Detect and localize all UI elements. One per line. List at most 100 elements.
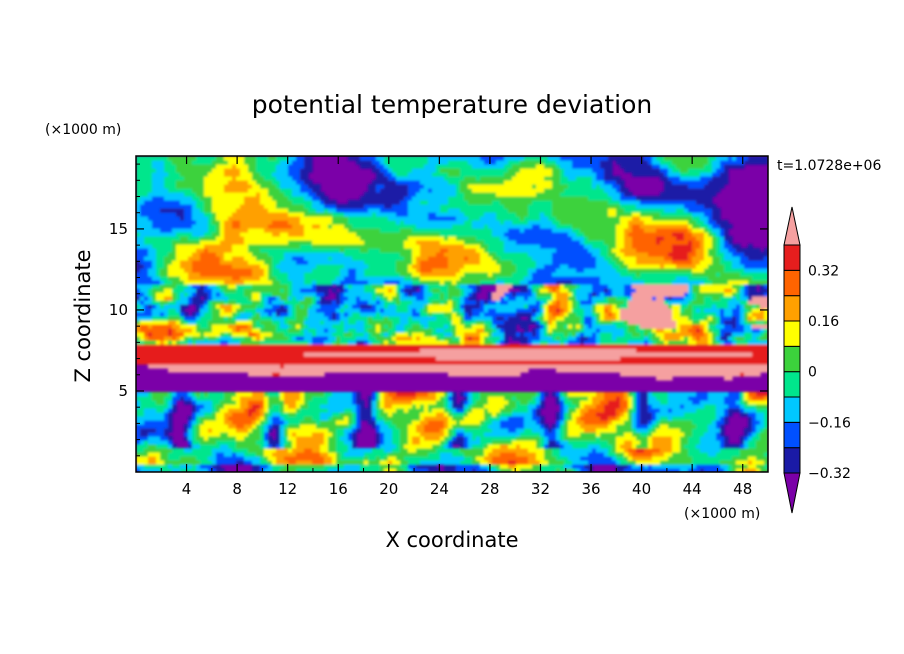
contour-cell — [140, 304, 145, 309]
contour-cell — [600, 416, 609, 421]
contour-cell — [688, 240, 693, 245]
contour-cell — [384, 468, 397, 472]
contour-cell — [732, 468, 737, 472]
contour-cell — [556, 324, 565, 329]
contour-cell — [328, 256, 333, 261]
contour-cell — [264, 440, 269, 445]
contour-cell — [368, 248, 381, 253]
contour-cell — [136, 440, 141, 445]
contour-cell — [444, 324, 449, 329]
contour-cell — [704, 252, 709, 257]
contour-cell — [608, 252, 617, 257]
contour-cell — [760, 288, 768, 293]
contour-cell — [228, 332, 233, 337]
contour-cell — [448, 260, 481, 265]
contour-cell — [276, 460, 289, 465]
contour-cell — [224, 420, 233, 425]
contour-cell — [384, 284, 397, 289]
contour-cell — [544, 300, 549, 305]
contour-cell — [628, 296, 633, 301]
contour-cell — [188, 424, 193, 429]
contour-cell — [760, 420, 765, 425]
contour-cell — [508, 300, 537, 305]
contour-cell — [200, 316, 213, 321]
contour-cell — [344, 324, 365, 329]
contour-cell — [240, 400, 249, 405]
contour-cell — [560, 300, 569, 305]
contour-cell — [492, 420, 501, 425]
contour-cell — [672, 296, 685, 301]
contour-cell — [216, 292, 221, 297]
contour-cell — [140, 300, 145, 305]
contour-cell — [616, 416, 621, 421]
contour-cell — [212, 312, 221, 317]
contour-cell — [320, 416, 329, 421]
contour-cell — [288, 172, 301, 177]
contour-cell — [136, 452, 149, 457]
contour-cell — [736, 324, 745, 329]
contour-cell — [260, 192, 269, 197]
contour-cell — [284, 416, 305, 421]
contour-cell — [672, 308, 681, 313]
contour-cell — [716, 252, 725, 257]
contour-cell — [280, 232, 289, 237]
contour-cell — [600, 164, 613, 169]
contour-cell — [520, 400, 529, 405]
contour-cell — [224, 156, 245, 161]
contour-cell — [236, 460, 245, 465]
contour-cell — [752, 316, 757, 321]
contour-cell — [704, 220, 709, 225]
contour-cell — [484, 240, 505, 245]
contour-cell — [664, 264, 677, 269]
contour-cell — [756, 456, 768, 461]
contour-cell — [532, 464, 541, 469]
contour-cell — [560, 440, 569, 445]
contour-cell — [752, 336, 757, 341]
contour-cell — [360, 156, 377, 161]
contour-cell — [752, 312, 765, 317]
contour-cell — [572, 300, 577, 305]
contour-cell — [332, 280, 341, 285]
contour-cell — [724, 408, 729, 413]
contour-cell — [204, 176, 233, 181]
contour-cell — [584, 320, 593, 325]
contour-cell — [464, 176, 477, 181]
contour-cell — [308, 328, 317, 333]
contour-cell — [160, 276, 169, 281]
contour-cell — [400, 300, 413, 305]
contour-cell — [204, 336, 209, 341]
contour-cell — [468, 184, 533, 189]
contour-cell — [248, 412, 253, 417]
contour-cell — [564, 404, 569, 409]
contour-cell — [136, 276, 153, 281]
contour-cell — [708, 428, 721, 433]
contour-cell — [632, 212, 641, 217]
contour-cell — [760, 332, 765, 337]
contour-cell — [732, 324, 737, 329]
contour-cell — [340, 272, 349, 277]
contour-cell — [260, 444, 265, 449]
contour-cell — [452, 416, 465, 421]
contour-cell — [744, 308, 749, 313]
contour-cell — [164, 164, 177, 169]
contour-cell — [192, 432, 197, 437]
contour-cell — [408, 208, 441, 213]
contour-cell — [456, 420, 461, 425]
contour-cell — [292, 324, 297, 329]
contour-cell — [580, 324, 585, 329]
contour-cell — [360, 404, 365, 409]
contour-cell — [620, 204, 637, 209]
contour-cell — [340, 452, 345, 457]
contour-cell — [688, 256, 693, 261]
contour-cell — [548, 340, 561, 345]
contour-cell — [616, 424, 633, 429]
contour-cell — [640, 440, 649, 445]
contour-cell — [268, 208, 289, 213]
contour-cell — [264, 468, 273, 472]
contour-cell — [312, 336, 329, 341]
contour-cell — [584, 464, 593, 469]
contour-cell — [420, 436, 425, 441]
contour-cell — [640, 416, 653, 421]
contour-cell — [216, 224, 221, 229]
contour-cell — [368, 188, 377, 193]
